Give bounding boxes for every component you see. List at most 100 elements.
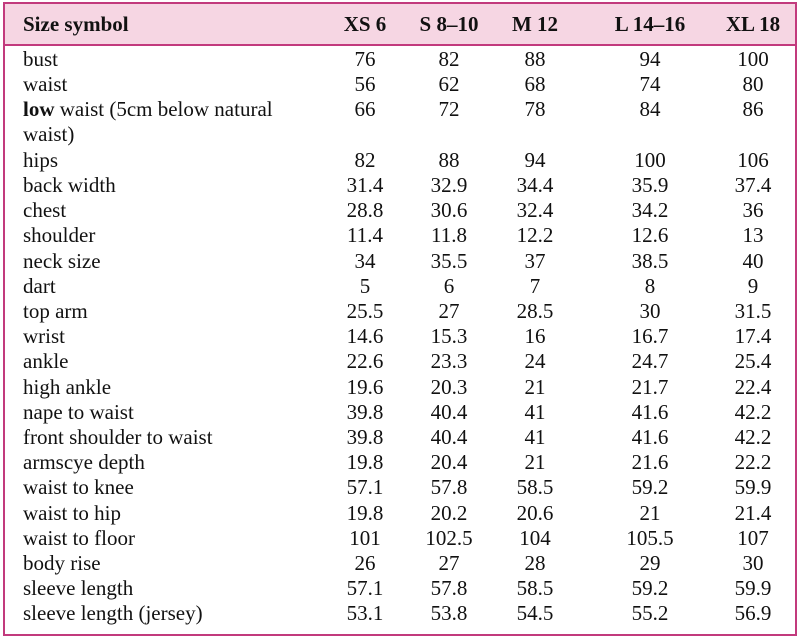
header-cell: S 8–10 [419, 12, 479, 36]
cell-value: 21.7 [631, 374, 669, 399]
header-cell: XS 6 [343, 12, 387, 36]
cell-value: 80 [742, 72, 764, 97]
row-label: neck size [23, 248, 101, 273]
cell-value: 94 [639, 47, 661, 71]
cell-value: 27 [438, 551, 460, 575]
cell-value: 21 [524, 450, 546, 475]
cell-value: 31.4 [346, 173, 384, 197]
cell-value: 20.2 [430, 500, 468, 525]
cell-value: 12.6 [631, 223, 669, 248]
cell-value: 22.2 [734, 450, 772, 475]
cell-value: 28.5 [516, 299, 554, 323]
row-label: chest [23, 198, 67, 223]
cell-value: 25.4 [734, 349, 772, 374]
cell-value: 19.8 [346, 500, 384, 525]
cell-value: 17.4 [734, 324, 772, 349]
cell-value: 42.2 [734, 399, 772, 424]
header-cell: M 12 [511, 12, 559, 36]
cell-value: 86 [742, 97, 764, 122]
cell-value: 36 [742, 198, 764, 223]
row-label: top arm [23, 299, 88, 323]
cell-value: 106 [737, 147, 769, 172]
cell-value: 26 [354, 551, 376, 575]
cell-value: 40.4 [430, 399, 468, 424]
cell-value: 25.5 [346, 299, 384, 323]
cell-value: 82 [354, 147, 376, 172]
cell-value: 56 [354, 72, 376, 97]
cell-value: 57.8 [430, 576, 468, 601]
cell-value: 40 [742, 248, 764, 273]
cell-value: 41.6 [631, 399, 669, 424]
cell-value: 58.5 [516, 576, 554, 601]
cell-value: 53.1 [346, 601, 384, 626]
row-label: back width [23, 173, 116, 197]
cell-value: 74 [639, 72, 661, 97]
cell-value: 28.8 [346, 198, 384, 223]
cell-value: 35.9 [631, 173, 669, 197]
cell-value: 40.4 [430, 425, 468, 449]
cell-value: 34.4 [516, 173, 554, 197]
cell-value: 16.7 [631, 324, 669, 349]
cell-value: 20.4 [430, 450, 468, 475]
cell-value: 30 [639, 299, 661, 323]
cell-value: 59.9 [734, 475, 772, 500]
cell-value: 53.8 [430, 601, 468, 626]
cell-value: 94 [524, 147, 546, 172]
row-label: wrist [23, 324, 65, 349]
row-label: high ankle [23, 374, 112, 399]
cell-value: 19.6 [346, 374, 384, 399]
row-label: waist [23, 72, 68, 97]
cell-value: 34.2 [631, 198, 669, 223]
cell-value: 20.6 [516, 500, 554, 525]
row-label: front shoulder to waist [23, 425, 213, 449]
cell-value: 27 [438, 299, 460, 323]
cell-value: 59.2 [631, 576, 669, 601]
cell-value: 102.5 [425, 525, 473, 550]
cell-value: 41.6 [631, 425, 669, 449]
header-row: Size symbol XS 6 S 8–10 M 12 L 14–16 XL 18 [5, 4, 795, 46]
cell-value: 41 [524, 399, 546, 424]
cell-value: 31.5 [734, 299, 772, 323]
cell-value: 9 [747, 273, 759, 298]
cell-value: 59.9 [734, 576, 772, 601]
cell-value: 37 [524, 248, 546, 273]
cell-value: 20.3 [430, 374, 468, 399]
cell-value: 29 [639, 551, 661, 575]
cell-value: 28 [524, 551, 546, 575]
label-text: waist (5cm below natural waist) [23, 97, 273, 147]
cell-value: 14.6 [346, 324, 384, 349]
cell-value: 62 [438, 72, 460, 97]
cell-value: 32.9 [430, 173, 468, 197]
cell-value: 104 [519, 525, 551, 550]
cell-value: 15.3 [430, 324, 468, 349]
cell-value: 21 [524, 374, 546, 399]
cell-value: 57.1 [346, 576, 384, 601]
row-label: sleeve length [23, 576, 134, 601]
cell-value: 24.7 [631, 349, 669, 374]
cell-value: 68 [524, 72, 546, 97]
cell-value: 58.5 [516, 475, 554, 500]
cell-value: 6 [443, 273, 455, 298]
row-label: low waist (5cm below natural waist) [23, 97, 273, 147]
cell-value: 7 [529, 273, 541, 298]
row-label: body rise [23, 551, 101, 575]
cell-value: 84 [639, 97, 661, 122]
cell-value: 21.4 [734, 500, 772, 525]
row-label: sleeve length (jersey) [23, 601, 203, 626]
cell-value: 88 [524, 47, 546, 71]
row-label: waist to hip [23, 500, 121, 525]
cell-value: 37.4 [734, 173, 772, 197]
cell-value: 11.4 [347, 223, 383, 248]
row-label: shoulder [23, 223, 96, 248]
cell-value: 100 [737, 47, 769, 71]
cell-value: 57.8 [430, 475, 468, 500]
cell-value: 57.1 [346, 475, 384, 500]
cell-value: 32.4 [516, 198, 554, 223]
cell-value: 54.5 [516, 601, 554, 626]
cell-value: 59.2 [631, 475, 669, 500]
row-label: hips [23, 147, 59, 172]
cell-value: 82 [438, 47, 460, 71]
cell-value: 39.8 [346, 399, 384, 424]
cell-value: 16 [524, 324, 546, 349]
bold-label: low [23, 97, 55, 122]
